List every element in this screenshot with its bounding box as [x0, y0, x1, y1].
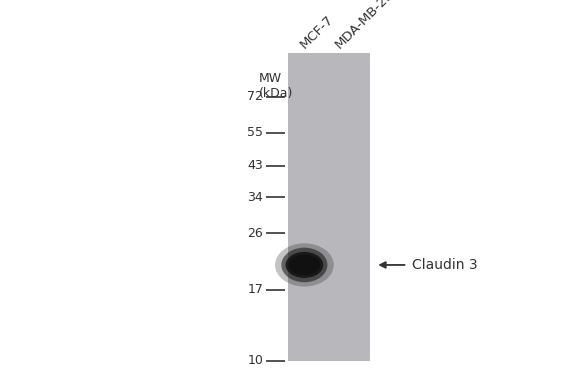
Text: 10: 10: [247, 355, 263, 367]
Text: 17: 17: [247, 284, 263, 296]
Bar: [288, 53, 370, 361]
Text: 72: 72: [247, 90, 263, 103]
Text: MCF-7: MCF-7: [298, 12, 336, 51]
Ellipse shape: [286, 252, 323, 278]
Text: 55: 55: [247, 126, 263, 139]
Ellipse shape: [281, 248, 328, 282]
Ellipse shape: [275, 243, 333, 287]
Ellipse shape: [289, 255, 320, 275]
Text: MW
(kDa): MW (kDa): [259, 72, 293, 100]
Text: 43: 43: [247, 160, 263, 172]
Text: MDA-MB-231: MDA-MB-231: [332, 0, 402, 51]
Text: 34: 34: [247, 191, 263, 204]
Text: 26: 26: [247, 227, 263, 240]
Text: Claudin 3: Claudin 3: [412, 258, 478, 272]
